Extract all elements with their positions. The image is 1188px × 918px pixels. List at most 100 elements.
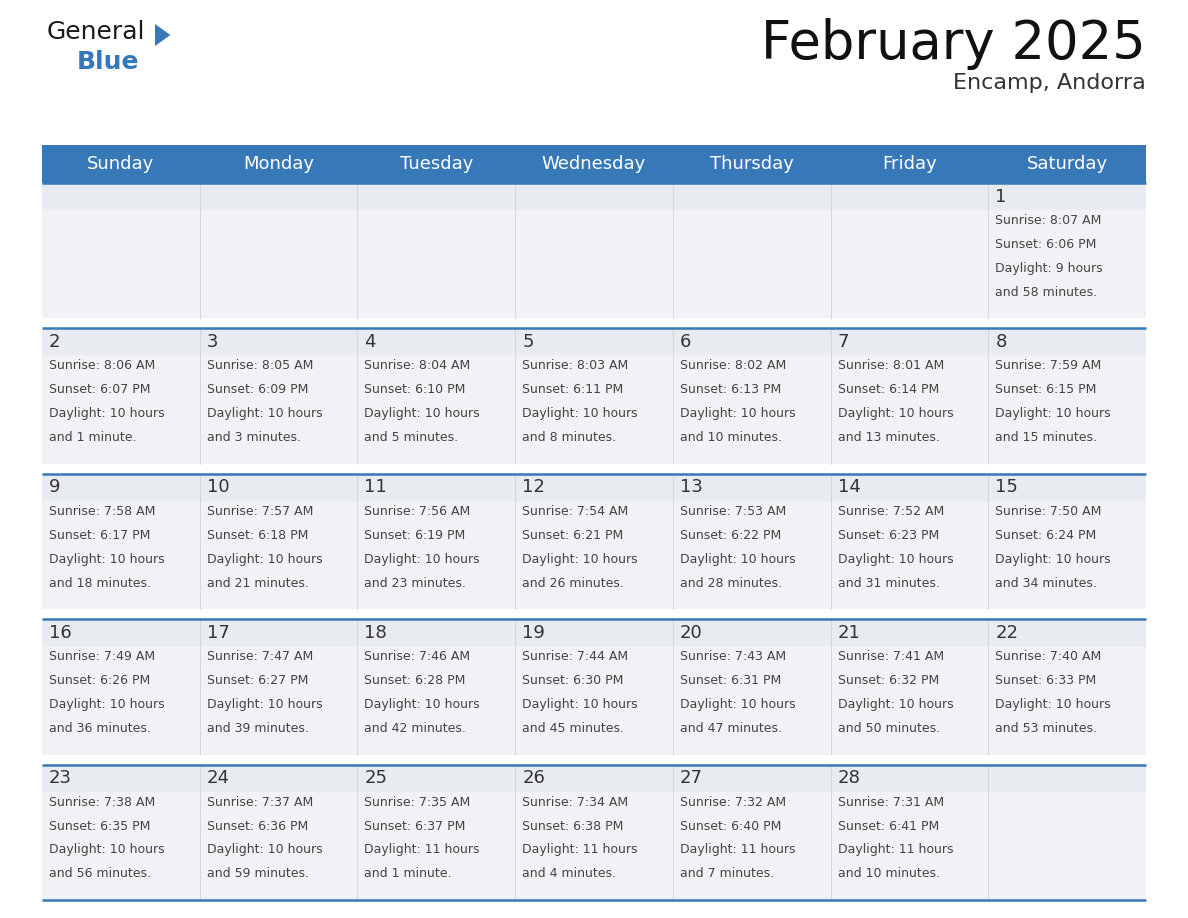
Text: Sunrise: 7:46 AM: Sunrise: 7:46 AM [365,650,470,664]
Polygon shape [154,24,170,46]
Text: Sunrise: 7:44 AM: Sunrise: 7:44 AM [523,650,628,664]
Text: Daylight: 10 hours: Daylight: 10 hours [365,408,480,420]
Text: Daylight: 10 hours: Daylight: 10 hours [365,698,480,711]
Text: 24: 24 [207,769,229,787]
Text: Daylight: 10 hours: Daylight: 10 hours [523,698,638,711]
Text: Sunset: 6:41 PM: Sunset: 6:41 PM [838,820,939,833]
Text: Sunrise: 8:02 AM: Sunrise: 8:02 AM [680,360,786,373]
Text: Sunset: 6:09 PM: Sunset: 6:09 PM [207,384,308,397]
Text: Tuesday: Tuesday [399,155,473,173]
Text: and 45 minutes.: and 45 minutes. [523,722,624,735]
Text: Sunday: Sunday [87,155,154,173]
Text: and 26 minutes.: and 26 minutes. [523,577,624,589]
Text: 12: 12 [523,478,545,497]
Text: Sunset: 6:37 PM: Sunset: 6:37 PM [365,820,466,833]
Text: Sunset: 6:27 PM: Sunset: 6:27 PM [207,674,308,688]
Text: Sunrise: 7:49 AM: Sunrise: 7:49 AM [49,650,156,664]
Text: Daylight: 10 hours: Daylight: 10 hours [838,553,953,565]
Text: and 7 minutes.: and 7 minutes. [680,868,775,880]
Text: 28: 28 [838,769,860,787]
Text: and 8 minutes.: and 8 minutes. [523,431,617,444]
Text: Daylight: 10 hours: Daylight: 10 hours [996,698,1111,711]
Bar [42,765,1146,791]
Text: 18: 18 [365,623,387,642]
Text: Sunset: 6:38 PM: Sunset: 6:38 PM [523,820,624,833]
Text: Daylight: 10 hours: Daylight: 10 hours [49,698,165,711]
Text: Daylight: 10 hours: Daylight: 10 hours [996,553,1111,565]
Text: Sunset: 6:06 PM: Sunset: 6:06 PM [996,238,1097,251]
Text: and 18 minutes.: and 18 minutes. [49,577,151,589]
Text: Sunset: 6:33 PM: Sunset: 6:33 PM [996,674,1097,688]
Text: Friday: Friday [881,155,937,173]
Text: Daylight: 10 hours: Daylight: 10 hours [680,408,796,420]
Text: and 50 minutes.: and 50 minutes. [838,722,940,735]
Text: 22: 22 [996,623,1018,642]
Text: Sunrise: 8:04 AM: Sunrise: 8:04 AM [365,360,470,373]
Text: and 1 minute.: and 1 minute. [365,868,451,880]
Text: Sunrise: 7:47 AM: Sunrise: 7:47 AM [207,650,312,664]
Text: February 2025: February 2025 [762,18,1146,70]
Text: Daylight: 11 hours: Daylight: 11 hours [680,844,795,856]
Text: and 34 minutes.: and 34 minutes. [996,577,1098,589]
Text: 8: 8 [996,333,1006,351]
Text: Daylight: 11 hours: Daylight: 11 hours [838,844,953,856]
Text: Sunset: 6:32 PM: Sunset: 6:32 PM [838,674,939,688]
Bar [42,145,1146,183]
Text: 16: 16 [49,623,71,642]
Bar [42,620,1146,646]
Text: Sunset: 6:15 PM: Sunset: 6:15 PM [996,384,1097,397]
Text: 27: 27 [680,769,703,787]
Text: Sunset: 6:19 PM: Sunset: 6:19 PM [365,529,466,542]
Text: Sunrise: 7:34 AM: Sunrise: 7:34 AM [523,796,628,809]
Text: and 58 minutes.: and 58 minutes. [996,285,1098,298]
Bar [42,474,1146,610]
Bar [42,183,1146,210]
Text: and 56 minutes.: and 56 minutes. [49,868,151,880]
Text: 9: 9 [49,478,61,497]
Text: Daylight: 10 hours: Daylight: 10 hours [523,553,638,565]
Text: Daylight: 10 hours: Daylight: 10 hours [207,844,322,856]
Text: 26: 26 [523,769,545,787]
Text: Daylight: 11 hours: Daylight: 11 hours [523,844,638,856]
Text: Sunset: 6:22 PM: Sunset: 6:22 PM [680,529,781,542]
Text: 11: 11 [365,478,387,497]
Text: Sunset: 6:31 PM: Sunset: 6:31 PM [680,674,781,688]
Text: Sunrise: 8:07 AM: Sunrise: 8:07 AM [996,214,1101,227]
Text: and 4 minutes.: and 4 minutes. [523,868,617,880]
Text: Sunrise: 7:32 AM: Sunrise: 7:32 AM [680,796,786,809]
Text: Daylight: 10 hours: Daylight: 10 hours [49,844,165,856]
Text: Blue: Blue [77,50,139,74]
Text: 4: 4 [365,333,375,351]
Text: Sunset: 6:36 PM: Sunset: 6:36 PM [207,820,308,833]
Text: 1: 1 [996,187,1006,206]
Text: Sunset: 6:11 PM: Sunset: 6:11 PM [523,384,624,397]
Text: Sunset: 6:28 PM: Sunset: 6:28 PM [365,674,466,688]
Text: and 15 minutes.: and 15 minutes. [996,431,1098,444]
Text: Sunset: 6:17 PM: Sunset: 6:17 PM [49,529,151,542]
Text: Sunrise: 7:50 AM: Sunrise: 7:50 AM [996,505,1101,518]
Text: Saturday: Saturday [1026,155,1107,173]
Text: Sunset: 6:40 PM: Sunset: 6:40 PM [680,820,782,833]
Text: Daylight: 10 hours: Daylight: 10 hours [49,408,165,420]
Bar [42,620,1146,755]
Bar [42,474,1146,501]
Text: and 10 minutes.: and 10 minutes. [838,868,940,880]
Text: Sunrise: 7:40 AM: Sunrise: 7:40 AM [996,650,1101,664]
Text: Sunrise: 8:01 AM: Sunrise: 8:01 AM [838,360,943,373]
Text: 17: 17 [207,623,229,642]
Text: Sunrise: 7:43 AM: Sunrise: 7:43 AM [680,650,786,664]
Text: and 59 minutes.: and 59 minutes. [207,868,309,880]
Text: 2: 2 [49,333,61,351]
Text: Daylight: 10 hours: Daylight: 10 hours [838,408,953,420]
Text: and 3 minutes.: and 3 minutes. [207,431,301,444]
Text: Sunrise: 7:37 AM: Sunrise: 7:37 AM [207,796,312,809]
Text: 7: 7 [838,333,849,351]
Text: 6: 6 [680,333,691,351]
Text: Sunrise: 7:56 AM: Sunrise: 7:56 AM [365,505,470,518]
Bar [42,329,1146,464]
Text: and 10 minutes.: and 10 minutes. [680,431,782,444]
Text: Daylight: 10 hours: Daylight: 10 hours [523,408,638,420]
Text: Sunrise: 7:31 AM: Sunrise: 7:31 AM [838,796,943,809]
Text: Sunset: 6:14 PM: Sunset: 6:14 PM [838,384,939,397]
Text: and 28 minutes.: and 28 minutes. [680,577,782,589]
